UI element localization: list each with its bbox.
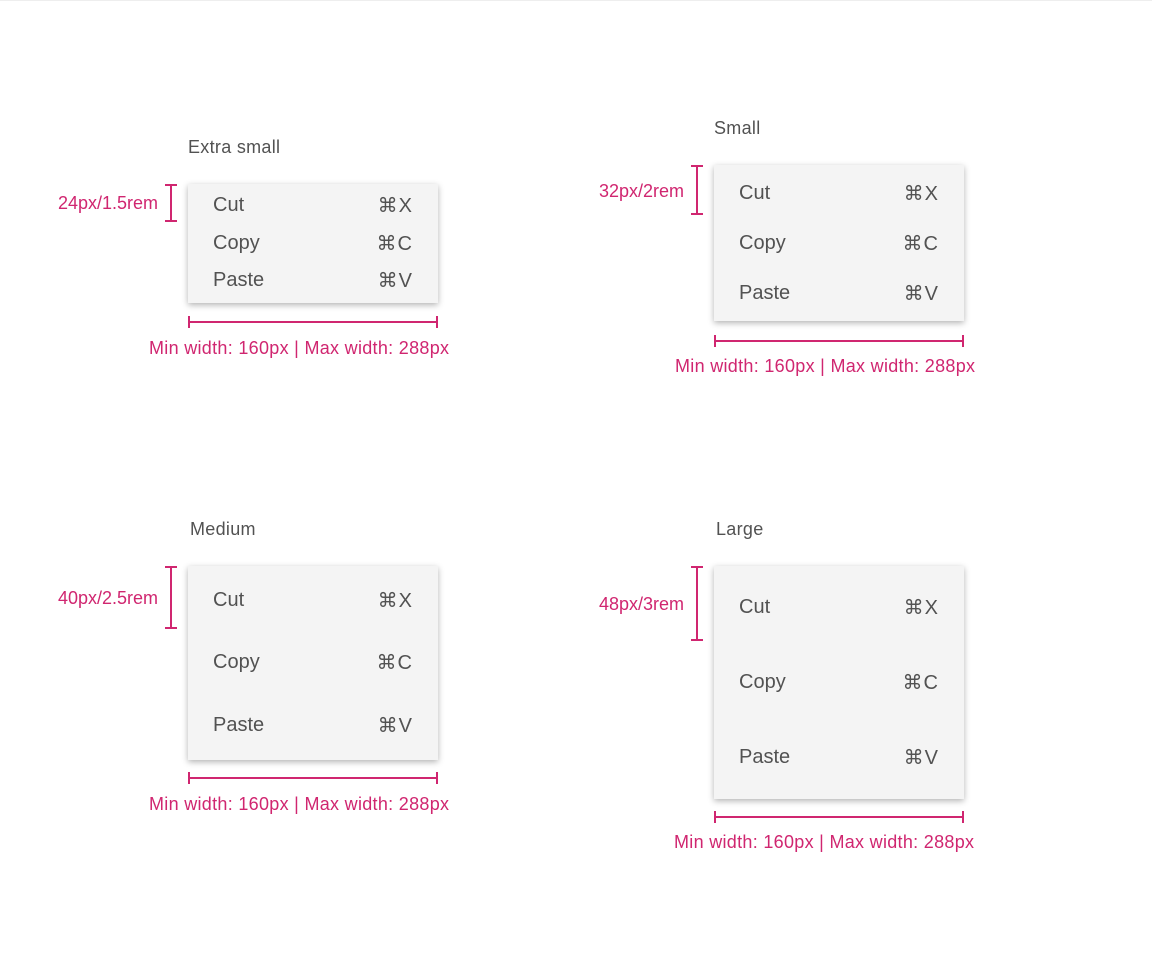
height-bracket: [165, 184, 177, 222]
menu-item-copy[interactable]: Copy ⌘C: [188, 225, 438, 263]
keyboard-shortcut: ⌘C: [376, 652, 413, 675]
width-label: Min width: 160px | Max width: 288px: [149, 338, 450, 358]
menu-item-cut[interactable]: Cut ⌘X: [714, 570, 964, 645]
keyboard-shortcut: ⌘X: [903, 597, 939, 619]
keyboard-shortcut: ⌘C: [376, 232, 413, 255]
menu-item-copy[interactable]: Copy ⌘C: [188, 632, 438, 695]
keyboard-shortcut: ⌘X: [903, 182, 939, 205]
keyboard-shortcut: ⌘V: [903, 282, 939, 305]
keyboard-shortcut: ⌘X: [377, 195, 413, 218]
keyboard-shortcut: ⌘C: [902, 672, 939, 694]
height-label: 40px/2.5rem: [57, 588, 158, 608]
width-label: Min width: 160px | Max width: 288px: [675, 356, 976, 376]
width-measure-line: [188, 772, 438, 784]
menu-item-cut[interactable]: Cut ⌘X: [188, 187, 438, 225]
keyboard-shortcut: ⌘V: [377, 270, 413, 293]
width-label: Min width: 160px | Max width: 288px: [149, 794, 450, 814]
menu-medium: Cut ⌘X Copy ⌘C Paste ⌘V: [188, 566, 438, 760]
width-measure-line: [714, 811, 964, 823]
size-title: Large: [716, 519, 764, 539]
menu-item-copy[interactable]: Copy ⌘C: [714, 645, 964, 720]
menu-large: Cut ⌘X Copy ⌘C Paste ⌘V: [714, 566, 964, 799]
height-bracket: [691, 566, 703, 641]
keyboard-shortcut: ⌘C: [902, 232, 939, 255]
menu-item-copy[interactable]: Copy ⌘C: [714, 218, 964, 268]
menu-item-label: Copy: [213, 651, 260, 674]
size-title: Extra small: [188, 137, 281, 157]
keyboard-shortcut: ⌘V: [903, 747, 939, 769]
menu-item-paste[interactable]: Paste ⌘V: [188, 694, 438, 757]
menu-item-label: Cut: [739, 596, 771, 618]
menu-item-label: Paste: [213, 713, 265, 736]
menu-item-paste[interactable]: Paste ⌘V: [188, 262, 438, 300]
menu-item-label: Copy: [213, 231, 260, 254]
size-title: Medium: [190, 519, 256, 539]
height-label: 32px/2rem: [598, 181, 684, 201]
menu-item-paste[interactable]: Paste ⌘V: [714, 720, 964, 795]
menu-item-label: Cut: [739, 181, 771, 204]
height-bracket: [691, 165, 703, 215]
height-bracket: [165, 566, 177, 629]
menu-item-paste[interactable]: Paste ⌘V: [714, 268, 964, 318]
menu-item-label: Cut: [213, 194, 245, 217]
height-label: 24px/1.5rem: [57, 193, 158, 213]
width-measure-line: [714, 335, 964, 347]
menu-item-label: Copy: [739, 231, 786, 254]
menu-extra-small: Cut ⌘X Copy ⌘C Paste ⌘V: [188, 184, 438, 303]
keyboard-shortcut: ⌘X: [377, 589, 413, 612]
menu-item-label: Paste: [739, 746, 791, 768]
keyboard-shortcut: ⌘V: [377, 714, 413, 737]
height-label: 48px/3rem: [598, 594, 684, 614]
size-title: Small: [714, 118, 761, 138]
menu-item-cut[interactable]: Cut ⌘X: [714, 168, 964, 218]
menu-item-label: Copy: [739, 671, 786, 693]
width-label: Min width: 160px | Max width: 288px: [674, 832, 975, 852]
menu-small: Cut ⌘X Copy ⌘C Paste ⌘V: [714, 165, 964, 321]
menu-item-label: Paste: [739, 281, 791, 304]
width-measure-line: [188, 316, 438, 328]
menu-item-cut[interactable]: Cut ⌘X: [188, 569, 438, 632]
menu-item-label: Paste: [213, 269, 265, 292]
menu-item-label: Cut: [213, 588, 245, 611]
